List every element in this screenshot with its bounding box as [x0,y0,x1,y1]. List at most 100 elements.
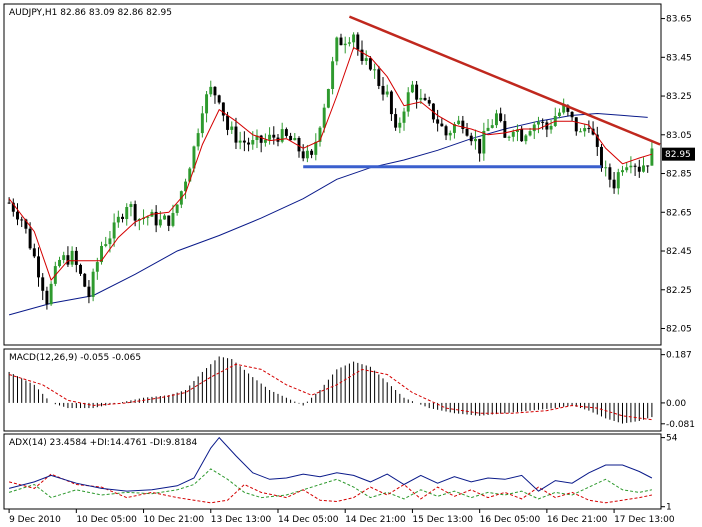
slow-moving-average [8,112,648,316]
macd-panel-title: MACD(12,26,9) -0.055 -0.065 [9,353,141,363]
adx-panel-title: ADX(14) 23.4584 +DI:14.4761 -DI:9.8184 [9,438,198,448]
candle-body [322,107,326,128]
candle-body [167,215,171,226]
candle-body [230,126,234,130]
candle-body [520,129,524,142]
candle-body [62,255,66,260]
candle-body [242,140,246,143]
candle-body [188,168,192,182]
candle-body [503,121,507,138]
candle-body [625,167,629,171]
candle-body [398,122,402,128]
candle-body [515,129,519,132]
candle-body [108,238,112,245]
plus-di-line [8,468,653,500]
candle-body [570,111,574,118]
candle-body [28,228,32,249]
macd-axis: 0.187 0.00 -0.081 [661,351,695,430]
candle-body [217,95,221,103]
candle-body [646,165,650,167]
candle-body [343,43,347,46]
candle-body [289,135,293,141]
candle-body [545,122,549,130]
candle-body [20,219,24,221]
candle-body [238,140,242,143]
candle-body [297,137,301,152]
candle-body [158,219,162,226]
price-tick-label: 82.05 [666,325,692,335]
candle-body [125,207,129,220]
macd-signal-line [8,363,652,421]
price-panel-title: AUDJPY,H1 82.86 83.09 82.86 82.95 [9,8,172,18]
candle-body [524,135,528,142]
candle-body [24,219,28,229]
candle-body [536,121,540,125]
price-tick-label: 83.25 [666,92,692,102]
candle-body [205,94,209,114]
macd-tick-label: 0.187 [666,351,692,361]
candle-body [541,121,545,123]
candle-body [200,113,204,134]
price-axis: 83.65 83.45 83.25 83.05 82.85 82.65 82.45 82.25… [661,15,692,335]
candle-body [600,146,603,169]
candle-body [633,165,637,167]
candle-body [247,142,251,145]
candle-body [184,181,188,192]
time-tick-label: 10 Dec 21:00 [144,515,205,525]
candle-body [259,135,263,143]
candle-body [171,212,175,226]
candle-body [587,128,591,130]
price-tick-label: 82.25 [666,286,692,296]
resistance-trendline[interactable] [348,15,661,146]
candle-body [427,100,431,104]
candle-body [558,112,561,117]
candle-body [280,129,284,142]
candle-body [314,141,318,155]
candle-body [66,255,70,265]
candle-body [423,97,427,101]
candle-body [616,172,620,189]
candle-body [490,125,494,128]
candle-body [146,216,150,218]
candle-body [331,61,335,89]
price-tick-label: 83.05 [666,131,692,141]
adx-lines [8,436,653,504]
macd-tick-label: -0.081 [666,420,695,430]
candle-body [79,264,82,274]
fast-moving-average [8,46,653,282]
price-tick-label: 82.65 [666,208,692,218]
candle-body [87,286,91,297]
trendlines[interactable] [303,15,661,169]
candle-body [83,273,87,287]
candle-body [129,204,133,208]
candle-body [305,150,309,159]
candle-body [356,34,360,50]
adx-tick-label: 1 [666,503,672,513]
candle-body [234,126,238,143]
candle-body [263,139,267,143]
candle-body [45,290,49,305]
time-tick-label: 14 Dec 21:00 [345,515,406,525]
time-tick-label: 13 Dec 13:00 [211,515,272,525]
candle-body [70,250,74,265]
candle-body [284,129,288,136]
candle-body [209,86,213,95]
macd-panel-frame [3,348,662,432]
candle-body [32,248,36,257]
candle-body [133,204,137,221]
candle-body [574,117,578,132]
candle-body [394,114,398,128]
candle-body [629,165,633,168]
price-tick-label: 82.85 [666,170,692,180]
candle-body [352,34,356,43]
time-axis: 9 Dec 2010 10 Dec 05:00 10 Dec 21:00 13 Dec… [8,509,675,525]
candle-body [402,111,406,123]
price-tick-label: 83.45 [666,53,692,63]
candle-body [7,202,11,204]
candle-body [301,151,305,159]
time-tick-label: 17 Dec 13:00 [614,515,675,525]
price-panel-frame [3,3,662,346]
candle-body [37,256,40,278]
macd-signal [8,363,652,421]
